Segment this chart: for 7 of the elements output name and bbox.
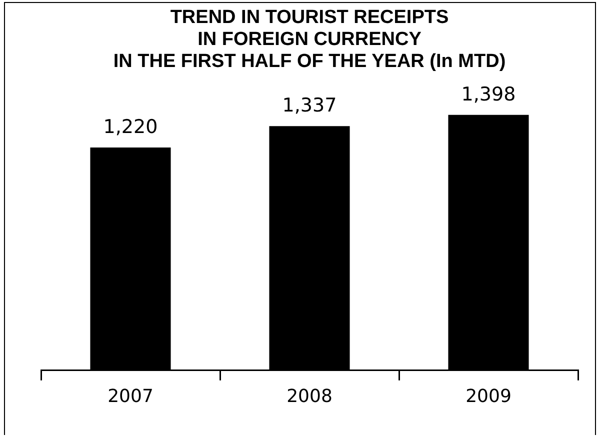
data-label: 1,220 — [103, 116, 158, 138]
x-tick-label: 2009 — [466, 386, 512, 407]
data-label: 1,398 — [461, 83, 516, 106]
chart-title: TREND IN TOURIST RECEIPTS IN FOREIGN CURRENCY IN THE FIRST HALF OF THE YEAR (In MTD) — [113, 7, 506, 72]
data-label: 1,337 — [282, 94, 337, 116]
x-tick-label: 2008 — [286, 386, 332, 407]
x-tick-label: 2007 — [108, 386, 154, 407]
